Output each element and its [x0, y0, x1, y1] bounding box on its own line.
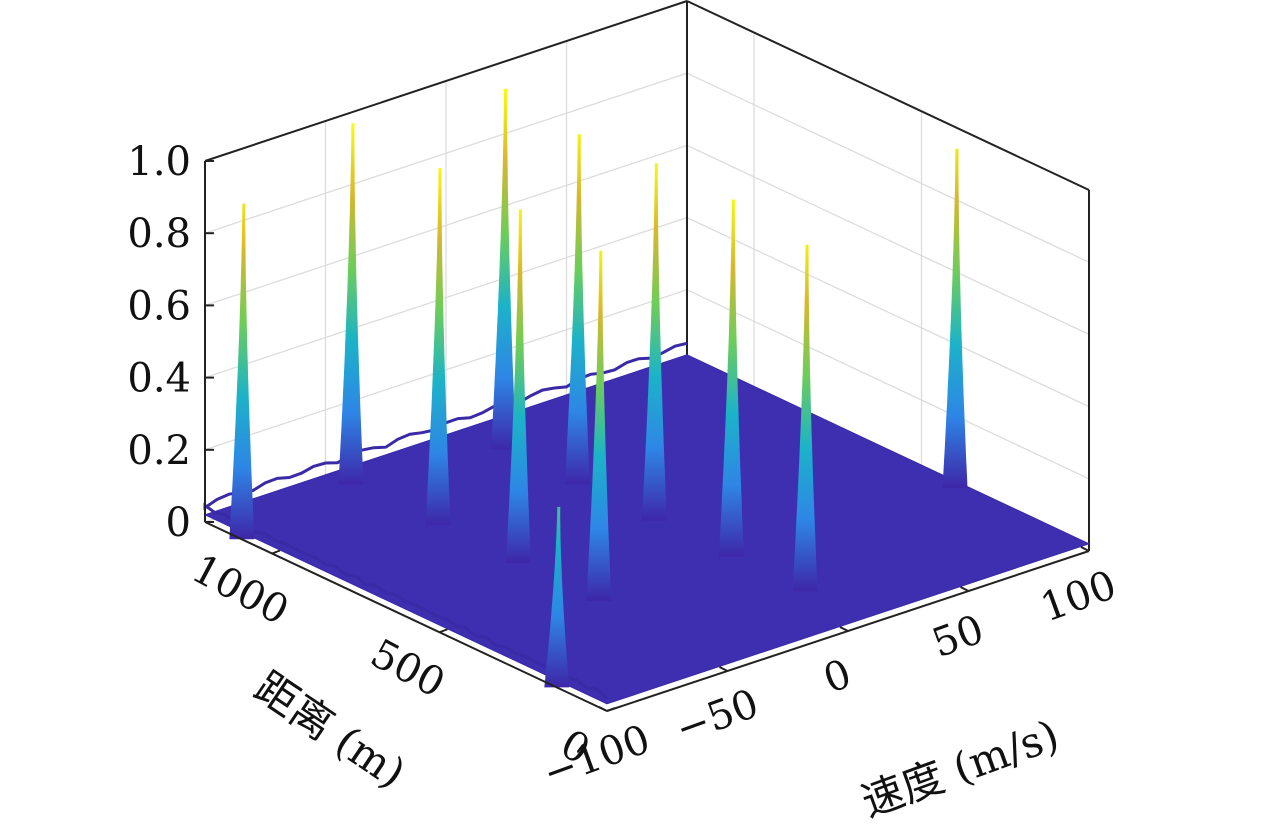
x-tick-mark [839, 626, 849, 632]
floor-plane [203, 354, 1091, 705]
surface-peak [564, 134, 590, 485]
grid-line-z [686, 217, 1090, 408]
surface-peak [491, 88, 517, 450]
surface-peak [505, 209, 531, 564]
surface-peak [792, 244, 818, 592]
z-tick-label: 1.0 [127, 139, 191, 185]
grid-line-z [686, 72, 1090, 263]
axes-front-edges [204, 160, 1090, 712]
peak-surface [586, 250, 612, 601]
x-tick-mark [960, 586, 969, 592]
x-tick-label: 50 [926, 606, 990, 667]
x-tick-label: 0 [818, 651, 858, 703]
x-tick-mark [598, 706, 608, 712]
surface-peak [425, 167, 451, 526]
x-tick-mark [719, 666, 728, 672]
z-tick-label: 0.6 [127, 283, 191, 329]
peak-surface [641, 163, 667, 521]
surface-peak [641, 163, 667, 521]
y-tick-label: 1000 [184, 546, 295, 634]
z-tick-label: 0.4 [127, 356, 191, 402]
peak-surface [425, 167, 451, 526]
z-tick-label: 0 [166, 500, 191, 546]
x-tick-label: −50 [670, 681, 765, 753]
peak-surface [564, 134, 590, 485]
peak-surface [544, 506, 570, 688]
surface-peak [586, 250, 612, 601]
box-edge [686, 0, 1090, 191]
peak-surface [229, 203, 255, 540]
x-tick-label: 100 [1035, 562, 1122, 631]
z-tick-label: 0.8 [127, 211, 191, 257]
surface-peak [718, 199, 744, 557]
y-tick-label: 500 [363, 631, 452, 707]
peak-surface [491, 88, 517, 450]
z-tick-label: 0.2 [127, 428, 191, 474]
x-axis-label: 速度 (m/s) [855, 710, 1065, 826]
y-tick-mark [606, 707, 616, 712]
peak-surface [338, 123, 364, 485]
surface-peak [229, 203, 255, 540]
peak-surface [718, 199, 744, 557]
surface-peak [338, 123, 364, 485]
y-tick-mark [439, 628, 448, 634]
box-edge [204, 0, 688, 162]
grid-line-z [686, 144, 1090, 335]
peak-surface [505, 209, 531, 564]
peak-surface [792, 244, 818, 592]
y-tick-mark [271, 549, 281, 555]
x-tick-mark [1080, 546, 1090, 552]
peak-surface [942, 148, 968, 488]
surface-peak [544, 506, 570, 688]
surface-peaks [229, 88, 968, 688]
surface-peak [942, 148, 968, 488]
